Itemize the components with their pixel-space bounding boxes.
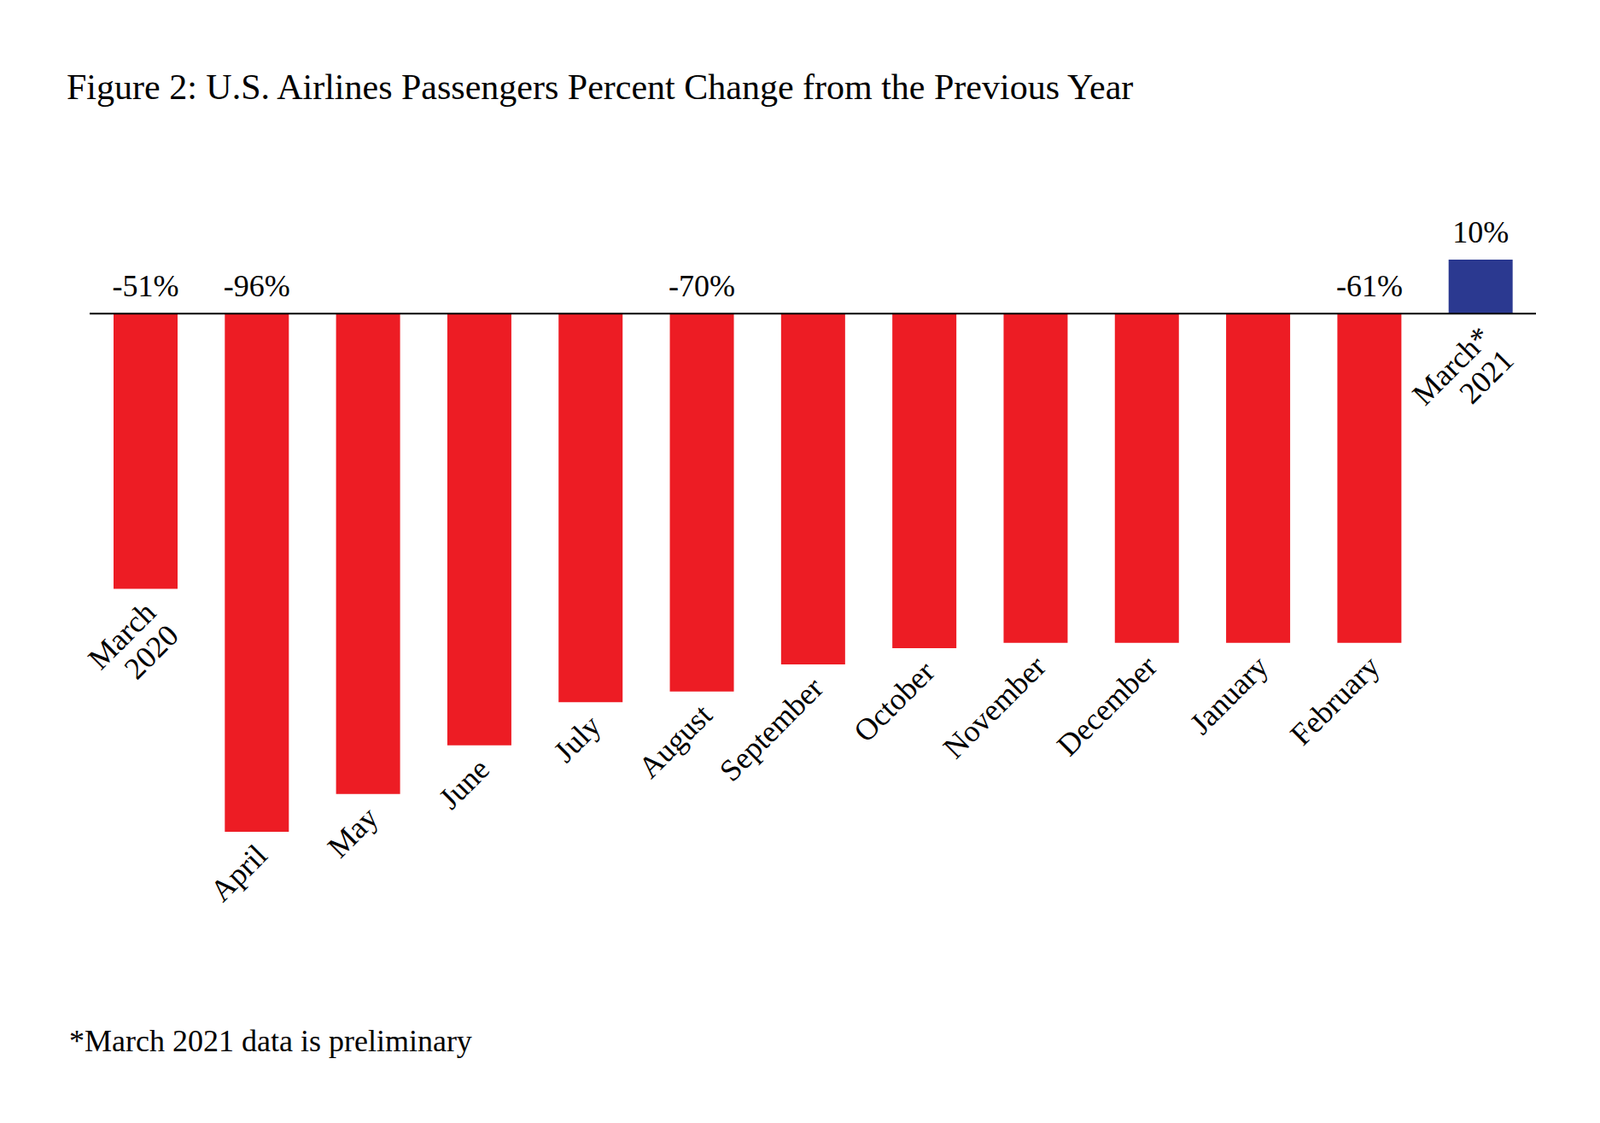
svg-text:-51%: -51% <box>112 268 180 304</box>
svg-text:-70%: -70% <box>668 268 736 304</box>
svg-text:October: October <box>846 654 941 748</box>
svg-text:December: December <box>1050 648 1164 763</box>
svg-text:September: September <box>712 670 830 788</box>
svg-text:10%: 10% <box>1452 215 1509 250</box>
svg-text:April: April <box>203 837 274 908</box>
svg-text:June: June <box>432 751 497 816</box>
svg-text:-61%: -61% <box>1336 268 1403 304</box>
svg-text:November: November <box>936 648 1053 765</box>
svg-text:July: July <box>547 708 608 770</box>
svg-text:May: May <box>321 800 386 865</box>
svg-text:January: January <box>1183 648 1275 741</box>
html-text:Figure 2: U.S. Airlines Passen: Figure 2: U.S. Airlines Passengers Perce… <box>66 67 1134 107</box>
svg-text:February: February <box>1283 648 1386 752</box>
svg-text:August: August <box>631 697 719 785</box>
svg-text:March2020: March2020 <box>81 595 185 699</box>
svg-text:March*2021: March*2021 <box>1405 320 1520 435</box>
html-text:*March 2021 data is preliminar: *March 2021 data is preliminary <box>69 1023 473 1058</box>
svg-text:-96%: -96% <box>223 268 291 304</box>
